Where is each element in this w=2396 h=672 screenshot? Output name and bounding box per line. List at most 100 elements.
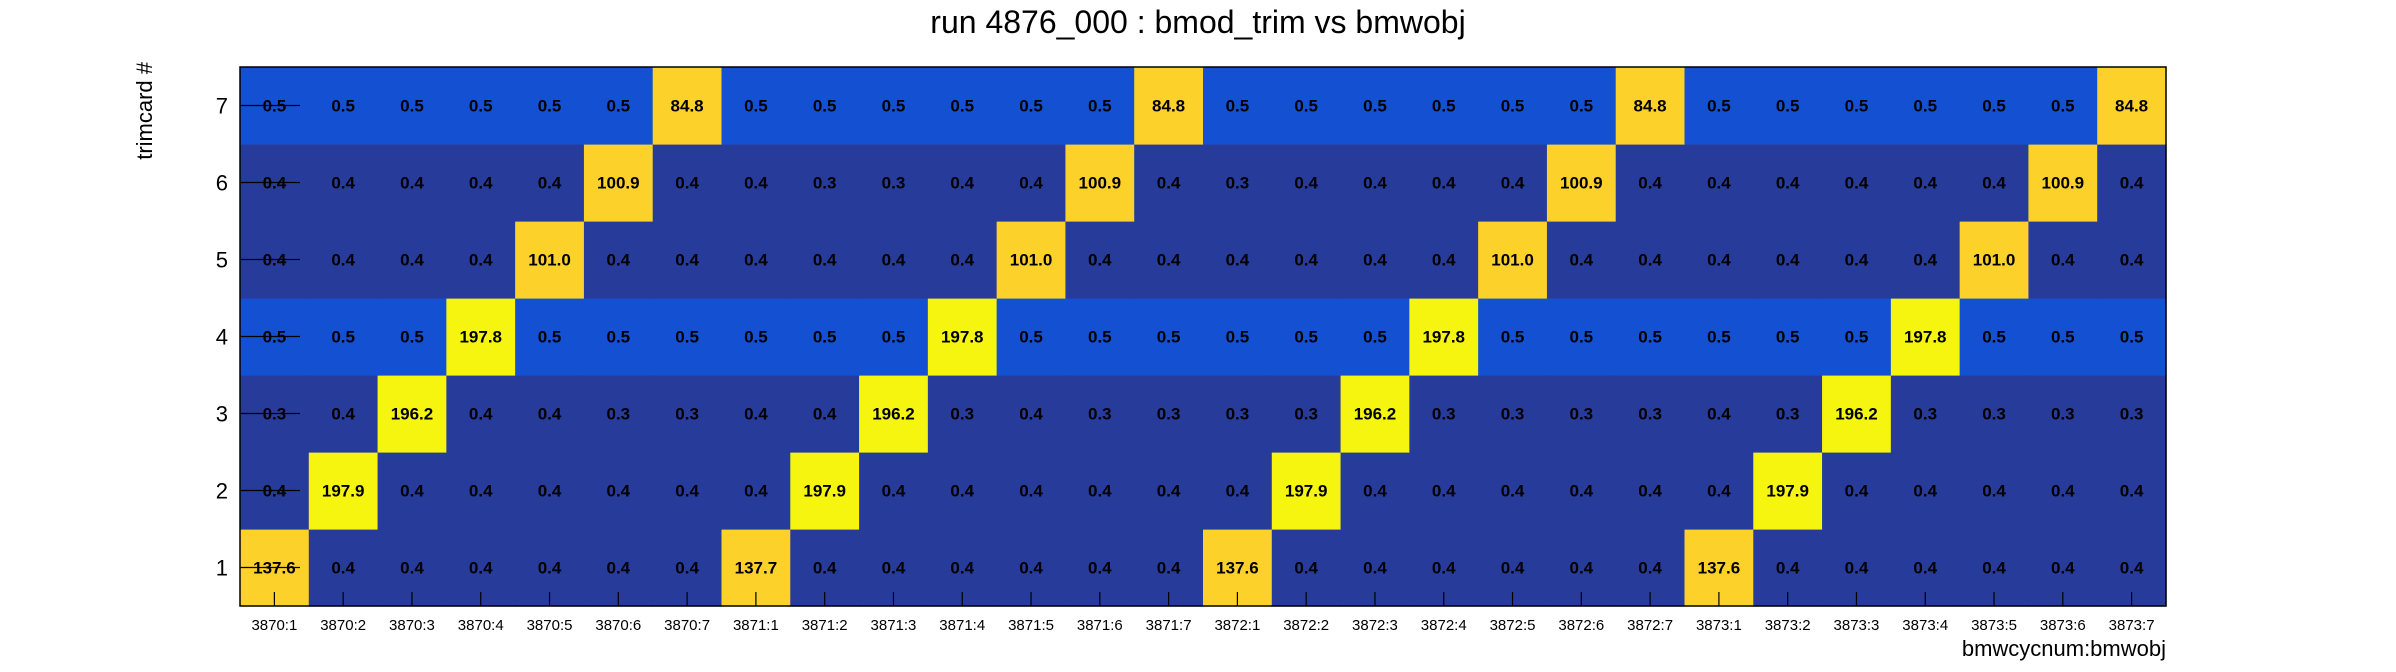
cell-value-label: 101.0 (1491, 251, 1534, 270)
heatmap-cell (790, 67, 860, 145)
heatmap-cell (2097, 452, 2167, 530)
heatmap-cell (583, 375, 654, 453)
heatmap-cell (1546, 67, 1617, 145)
heatmap-cell (1271, 298, 1342, 376)
cell-value-label: 0.5 (538, 328, 562, 347)
cell-value-label: 0.5 (1707, 328, 1731, 347)
cell-value-label: 0.5 (1638, 328, 1662, 347)
cell-value-label: 0.4 (1707, 405, 1731, 424)
cell-value-label: 0.4 (950, 559, 974, 578)
cell-value-label: 197.9 (803, 482, 846, 501)
cell-value-label: 0.5 (1019, 328, 1043, 347)
cell-value-label: 101.0 (1973, 251, 2016, 270)
heatmap-cell (515, 221, 585, 299)
cell-value-label: 0.5 (744, 328, 768, 347)
x-tick-label: 3871:4 (939, 617, 985, 634)
cell-value-label: 0.4 (950, 251, 974, 270)
cell-value-label: 0.5 (1501, 97, 1525, 116)
heatmap-cell (583, 221, 654, 299)
heatmap-cell (652, 221, 723, 299)
cell-value-label: 0.5 (1570, 97, 1594, 116)
cell-value-label: 0.4 (538, 482, 562, 501)
y-tick-label: 5 (216, 248, 228, 273)
heatmap-cell (721, 298, 791, 376)
cell-value-label: 0.4 (1226, 482, 1250, 501)
cell-value-label: 100.9 (2042, 174, 2085, 193)
cell-value-label: 0.5 (1845, 97, 1869, 116)
cell-value-label: 197.8 (941, 328, 984, 347)
cell-value-label: 0.4 (1157, 251, 1181, 270)
cell-value-label: 0.5 (1294, 328, 1318, 347)
heatmap-cell (1478, 298, 1548, 376)
cell-value-label: 0.3 (1226, 405, 1250, 424)
cell-value-label: 0.4 (675, 251, 699, 270)
cell-value-label: 0.4 (1294, 559, 1318, 578)
cell-value-label: 0.4 (1157, 174, 1181, 193)
heatmap-cell (790, 375, 860, 453)
heatmap-cell (1271, 452, 1342, 530)
cell-value-label: 0.5 (1776, 97, 1800, 116)
heatmap-cell (2097, 144, 2167, 222)
cell-value-label: 0.4 (1707, 251, 1731, 270)
x-tick-label: 3870:6 (595, 617, 641, 634)
cell-value-label: 84.8 (671, 97, 704, 116)
cell-value-label: 0.5 (675, 328, 699, 347)
cell-value-label: 0.4 (1432, 559, 1456, 578)
cell-value-label: 0.4 (1913, 174, 1937, 193)
cell-value-label: 137.6 (1698, 559, 1741, 578)
cell-value-label: 0.5 (1226, 97, 1250, 116)
x-tick-label: 3873:4 (1902, 617, 1948, 634)
cell-value-label: 0.4 (1913, 251, 1937, 270)
heatmap-cell (790, 221, 860, 299)
heatmap-cell (446, 67, 516, 145)
heatmap-cell (1203, 375, 1273, 453)
cell-value-label: 0.5 (607, 328, 631, 347)
x-tick-label: 3873:6 (2040, 617, 2086, 634)
cell-value-label: 0.5 (607, 97, 631, 116)
heatmap-cell (583, 144, 654, 222)
x-tick-label: 3871:5 (1008, 617, 1054, 634)
heatmap-cell (1753, 452, 1823, 530)
cell-value-label: 101.0 (1010, 251, 1053, 270)
cell-value-label: 0.4 (400, 251, 424, 270)
heatmap-cell (1409, 452, 1479, 530)
heatmap-cell (1684, 67, 1754, 145)
cell-value-label: 0.4 (675, 559, 699, 578)
cell-value-label: 0.4 (538, 174, 562, 193)
cell-value-label: 101.0 (528, 251, 571, 270)
cell-value-label: 0.5 (1226, 328, 1250, 347)
heatmap-cell (1203, 298, 1273, 376)
cell-value-label: 0.4 (607, 251, 631, 270)
heatmap-cell (1065, 298, 1135, 376)
heatmap-cell (1271, 375, 1342, 453)
heatmap-cell (927, 144, 998, 222)
heatmap-cell (721, 221, 791, 299)
cell-value-label: 0.5 (1982, 328, 2006, 347)
x-axis-ticks: 3870:1 3870:2 3870:3 3870:4 3870:5 3870:6 3870… (251, 592, 2155, 634)
heatmap-cell (1615, 452, 1686, 530)
cell-value-label: 0.4 (2120, 559, 2144, 578)
cell-value-label: 0.5 (1294, 97, 1318, 116)
cell-value-label: 0.3 (813, 174, 837, 193)
cell-value-label: 0.3 (950, 405, 974, 424)
x-tick-label: 3870:4 (458, 617, 504, 634)
y-tick-label: 2 (216, 479, 228, 504)
heatmap-cell (1753, 375, 1823, 453)
heatmap-cell (1271, 144, 1342, 222)
heatmap-cell (583, 298, 654, 376)
cell-value-label: 0.4 (813, 251, 837, 270)
cell-value-label: 0.5 (744, 97, 768, 116)
cell-value-label: 196.2 (391, 405, 434, 424)
cell-value-label: 0.4 (1707, 174, 1731, 193)
cell-value-label: 0.4 (1226, 251, 1250, 270)
heatmap-cell (1959, 452, 2030, 530)
cell-value-label: 0.4 (1776, 559, 1800, 578)
heatmap-cell (2028, 221, 2098, 299)
x-tick-label: 3870:7 (664, 617, 710, 634)
cell-value-label: 0.4 (2051, 559, 2075, 578)
y-tick-label: 7 (216, 94, 228, 119)
heatmap-cell (1478, 144, 1548, 222)
heatmap-cell (1753, 298, 1823, 376)
heatmap-cell (2028, 298, 2098, 376)
